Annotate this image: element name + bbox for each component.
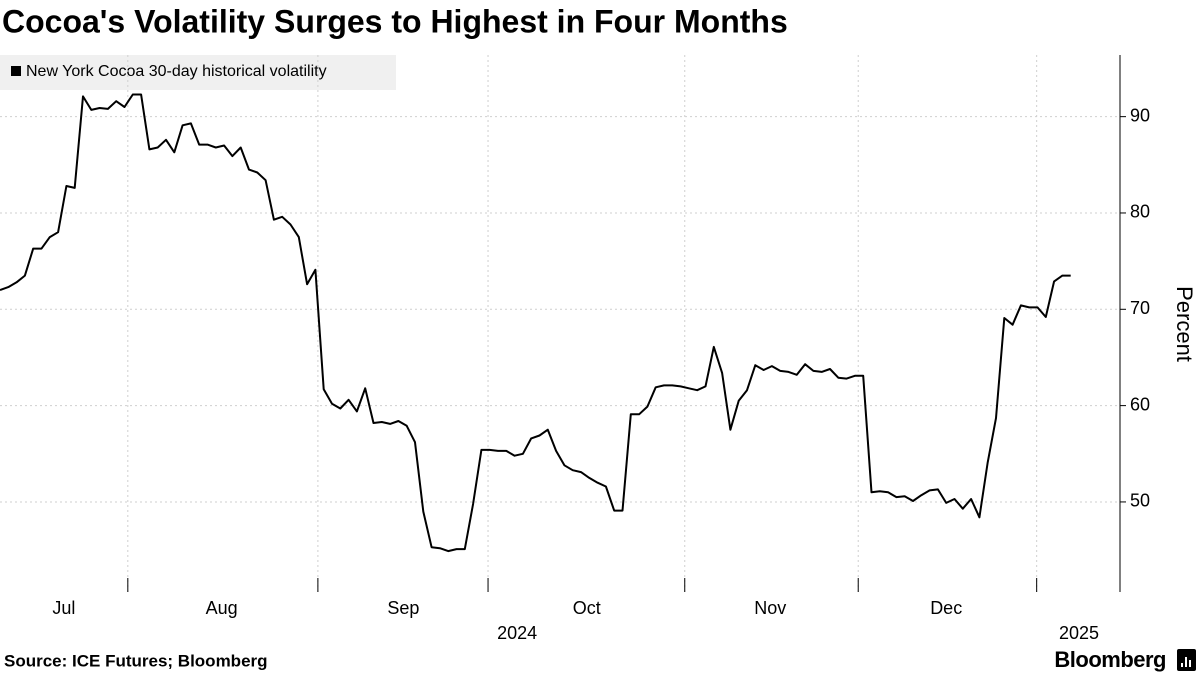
line — [0, 93, 1071, 553]
year-label: 2025 — [1059, 623, 1099, 643]
legend-swatch — [11, 66, 21, 76]
x-tick-label: Sep — [387, 598, 419, 618]
legend-box — [0, 55, 396, 90]
y-tick-label: 80 — [1130, 202, 1150, 222]
x-tick-label: Oct — [573, 598, 601, 618]
legend-label: New York Cocoa 30-day historical volatil… — [26, 63, 327, 80]
y-tick-label: 70 — [1130, 298, 1150, 318]
x-tick-label: Jul — [52, 598, 75, 618]
source: Source: ICE Futures; Bloomberg — [4, 651, 268, 670]
x-tick-label: Nov — [754, 598, 786, 618]
logo: Bloomberg — [1054, 647, 1166, 672]
y-axis-label: Percent — [1172, 286, 1197, 362]
logo-icon — [1177, 649, 1196, 671]
chart-title: Cocoa's Volatility Surges to Highest in … — [2, 3, 788, 39]
x-tick-label: Dec — [930, 598, 962, 618]
y-tick-label: 90 — [1130, 105, 1150, 125]
year-label: 2024 — [497, 623, 537, 643]
y-tick-label: 50 — [1130, 491, 1150, 511]
x-tick-label: Aug — [206, 598, 238, 618]
y-tick-label: 60 — [1130, 394, 1150, 414]
